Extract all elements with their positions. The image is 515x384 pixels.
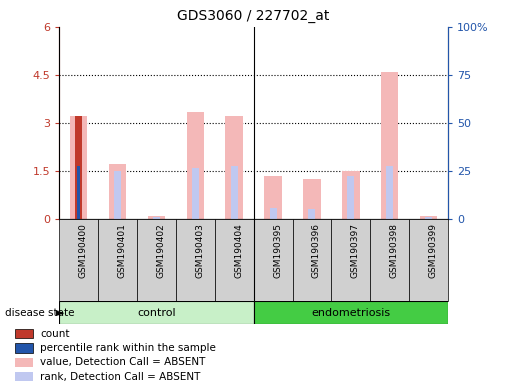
Bar bbox=[264, 176, 282, 219]
Text: GSM190396: GSM190396 bbox=[312, 223, 321, 278]
Text: GSM190402: GSM190402 bbox=[157, 223, 165, 278]
Bar bbox=[253, 219, 293, 301]
Bar bbox=[342, 171, 359, 219]
Bar bbox=[192, 168, 199, 219]
Bar bbox=[109, 164, 126, 219]
Bar bbox=[176, 219, 215, 301]
Bar bbox=[148, 216, 165, 219]
Bar bbox=[70, 116, 88, 219]
Bar bbox=[386, 166, 393, 219]
Bar bbox=[15, 329, 32, 338]
Bar bbox=[420, 216, 437, 219]
Text: percentile rank within the sample: percentile rank within the sample bbox=[40, 343, 216, 353]
Text: ►: ► bbox=[56, 308, 65, 318]
Text: GSM190400: GSM190400 bbox=[79, 223, 88, 278]
Bar bbox=[59, 219, 98, 301]
Text: GSM190404: GSM190404 bbox=[234, 223, 243, 278]
Text: rank, Detection Call = ABSENT: rank, Detection Call = ABSENT bbox=[40, 372, 200, 382]
Bar bbox=[15, 358, 32, 367]
Bar bbox=[308, 209, 316, 219]
Bar bbox=[303, 179, 321, 219]
Bar bbox=[425, 217, 432, 219]
Text: disease state: disease state bbox=[5, 308, 75, 318]
Text: GSM190403: GSM190403 bbox=[195, 223, 204, 278]
Bar bbox=[253, 301, 448, 324]
Bar bbox=[381, 72, 399, 219]
Bar bbox=[75, 116, 82, 219]
Text: endometriosis: endometriosis bbox=[311, 308, 390, 318]
Bar bbox=[153, 217, 160, 219]
Bar bbox=[370, 219, 409, 301]
Bar bbox=[137, 219, 176, 301]
Text: GSM190395: GSM190395 bbox=[273, 223, 282, 278]
Bar bbox=[293, 219, 332, 301]
Title: GDS3060 / 227702_at: GDS3060 / 227702_at bbox=[178, 9, 330, 23]
Text: GSM190401: GSM190401 bbox=[117, 223, 127, 278]
Bar bbox=[231, 166, 238, 219]
Bar bbox=[332, 219, 370, 301]
Text: GSM190397: GSM190397 bbox=[351, 223, 360, 278]
Bar bbox=[98, 219, 137, 301]
Bar bbox=[215, 219, 253, 301]
Text: control: control bbox=[137, 308, 176, 318]
Bar bbox=[409, 219, 448, 301]
Bar bbox=[15, 343, 32, 353]
Text: GSM190399: GSM190399 bbox=[428, 223, 438, 278]
Bar bbox=[269, 208, 277, 219]
Bar bbox=[15, 372, 32, 381]
Bar bbox=[226, 116, 243, 219]
Text: count: count bbox=[40, 329, 70, 339]
Bar bbox=[59, 301, 253, 324]
Bar bbox=[114, 171, 121, 219]
Bar bbox=[75, 166, 82, 219]
Bar bbox=[347, 176, 354, 219]
Text: GSM190398: GSM190398 bbox=[390, 223, 399, 278]
Bar bbox=[77, 166, 80, 219]
Bar bbox=[186, 112, 204, 219]
Text: value, Detection Call = ABSENT: value, Detection Call = ABSENT bbox=[40, 358, 205, 367]
